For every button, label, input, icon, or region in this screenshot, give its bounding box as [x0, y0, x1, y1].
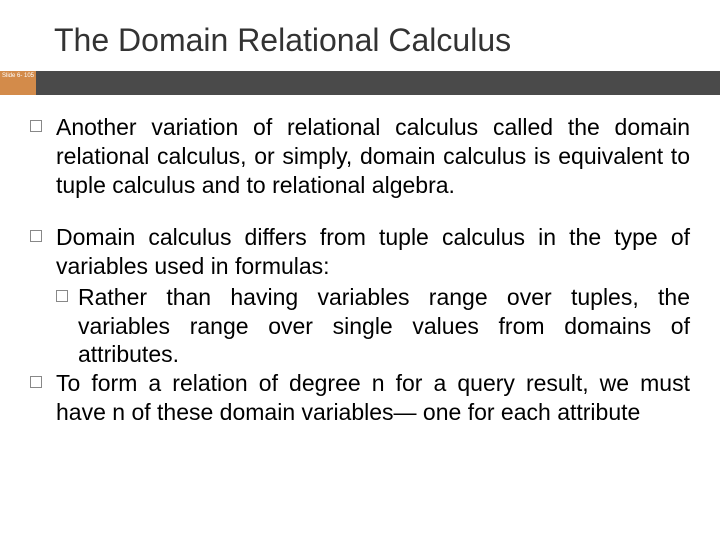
bullet-square-icon — [30, 120, 42, 132]
sub-bullet-item: Rather than having variables range over … — [56, 283, 690, 369]
bullet-text-group: Domain calculus differs from tuple calcu… — [56, 223, 690, 369]
bullet-text: Another variation of relational calculus… — [56, 113, 690, 199]
bullet-text: Domain calculus differs from tuple calcu… — [56, 223, 690, 281]
content-area: Another variation of relational calculus… — [0, 95, 720, 427]
bullet-item: To form a relation of degree n for a que… — [30, 369, 690, 427]
bullet-text: To form a relation of degree n for a que… — [56, 369, 690, 427]
bullet-item: Another variation of relational calculus… — [30, 113, 690, 199]
bullet-item: Domain calculus differs from tuple calcu… — [30, 223, 690, 369]
slide-title: The Domain Relational Calculus — [0, 0, 720, 71]
slide: The Domain Relational Calculus Slide 6- … — [0, 0, 720, 540]
bullet-square-icon — [30, 230, 42, 242]
bullet-square-icon — [56, 290, 68, 302]
slide-number-label: Slide 6- 105 — [2, 73, 34, 80]
sub-bullet-text: Rather than having variables range over … — [78, 283, 690, 369]
divider-bar: Slide 6- 105 — [0, 71, 720, 95]
bullet-square-icon — [30, 376, 42, 388]
